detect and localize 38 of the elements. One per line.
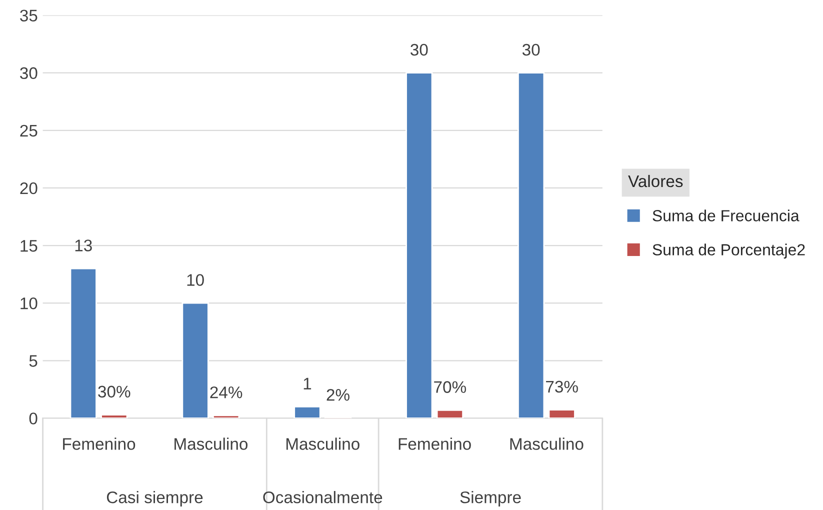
y-tick-label: 0 (29, 412, 38, 424)
x-tick-label: Femenino (63, 438, 136, 450)
data-label: 70% (434, 381, 466, 393)
legend-label: Suma de Porcentaje2 (652, 244, 805, 259)
bar (212, 414, 240, 418)
data-label: 30 (410, 44, 428, 56)
bar (406, 72, 433, 418)
y-tick-label: 20 (20, 182, 38, 194)
text: Siempre (460, 491, 521, 507)
x-tick-label: Masculino (174, 438, 248, 450)
y-tick-label: 10 (20, 297, 38, 310)
data-label: 30% (98, 386, 130, 398)
bar (182, 302, 209, 418)
legend-label: Suma de Frecuencia (652, 210, 800, 222)
text: Casi siempre (106, 491, 203, 507)
data-label: 2% (326, 388, 350, 401)
data-label: 10 (187, 274, 204, 286)
data-label: 73% (546, 380, 578, 393)
text: Ocasionalmente (263, 491, 382, 504)
data-label: 1 (304, 378, 312, 390)
bar (518, 72, 545, 418)
bar (100, 414, 128, 418)
bar (548, 409, 576, 418)
x-tick-label: Femenino (398, 438, 471, 450)
y-tick-label: 5 (29, 355, 38, 367)
y-tick-label: 15 (20, 240, 38, 252)
bar (70, 268, 97, 418)
x-tick-label: Masculino (286, 438, 360, 450)
bar (436, 409, 464, 418)
y-tick-label: 35 (20, 10, 38, 22)
bar (294, 406, 321, 418)
y-tick-label: 25 (20, 124, 38, 137)
legend-title: Valores (628, 174, 683, 188)
y-tick-label: 30 (20, 67, 38, 80)
data-label: 24% (210, 386, 242, 398)
x-tick-label: Masculino (510, 438, 584, 450)
data-label: 30 (522, 44, 540, 56)
data-label: 13 (75, 240, 92, 252)
